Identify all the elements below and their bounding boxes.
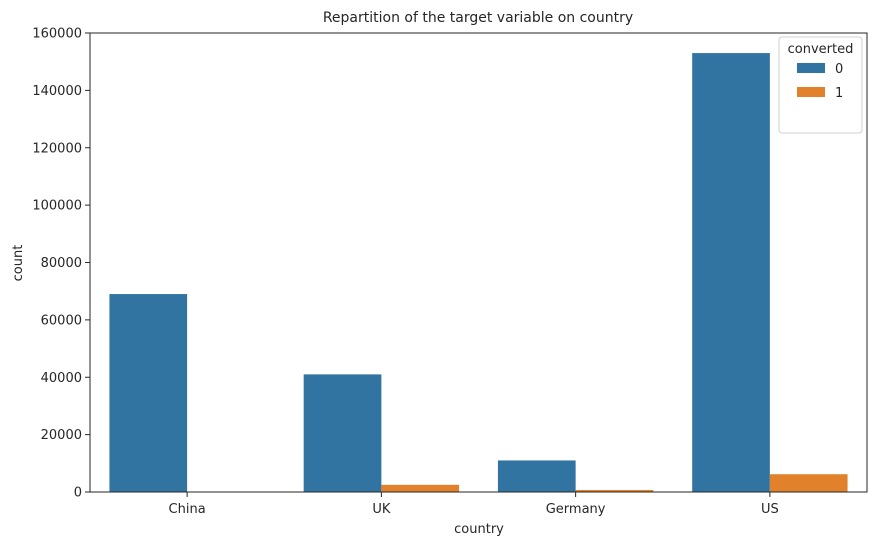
bar-us-series-1 (769, 474, 848, 492)
bar-us-series-0 (692, 53, 770, 493)
legend-title: converted (788, 42, 854, 57)
bar-uk-series-0 (303, 374, 382, 492)
y-tick-label: 100000 (32, 199, 82, 214)
bar-germany-series-0 (497, 460, 576, 492)
legend-box (778, 36, 863, 134)
x-tick-label: UK (372, 502, 391, 517)
legend-swatch-0 (797, 63, 825, 73)
y-tick-label: 140000 (32, 84, 82, 99)
y-tick-label: 60000 (41, 313, 82, 328)
chart-title: Repartition of the target variable on co… (323, 10, 633, 26)
bar-china-series-0 (109, 294, 188, 492)
y-tick-label: 80000 (41, 256, 82, 271)
x-tick-label: China (169, 502, 206, 517)
axes-frame (89, 32, 868, 493)
bar-germany-series-1 (575, 489, 654, 492)
legend-label-0: 0 (835, 62, 843, 77)
x-tick-label: US (761, 502, 779, 517)
bar-uk-series-1 (381, 484, 460, 492)
legend: converted 0 1 (778, 36, 863, 134)
y-tick-label: 160000 (32, 27, 82, 42)
y-tick-label: 0 (74, 486, 82, 501)
y-axis-label: count (11, 245, 26, 282)
plot-area: 0 20000 40000 60000 80000 100000 120000 140000 1… (32, 27, 868, 517)
x-tick-label: Germany (546, 502, 606, 517)
y-tick-label: 20000 (41, 428, 82, 443)
x-axis-label: country (454, 522, 504, 537)
y-tick-label: 40000 (41, 371, 82, 386)
legend-label-1: 1 (835, 86, 843, 101)
legend-swatch-1 (797, 87, 825, 97)
y-tick-label: 120000 (32, 141, 82, 156)
